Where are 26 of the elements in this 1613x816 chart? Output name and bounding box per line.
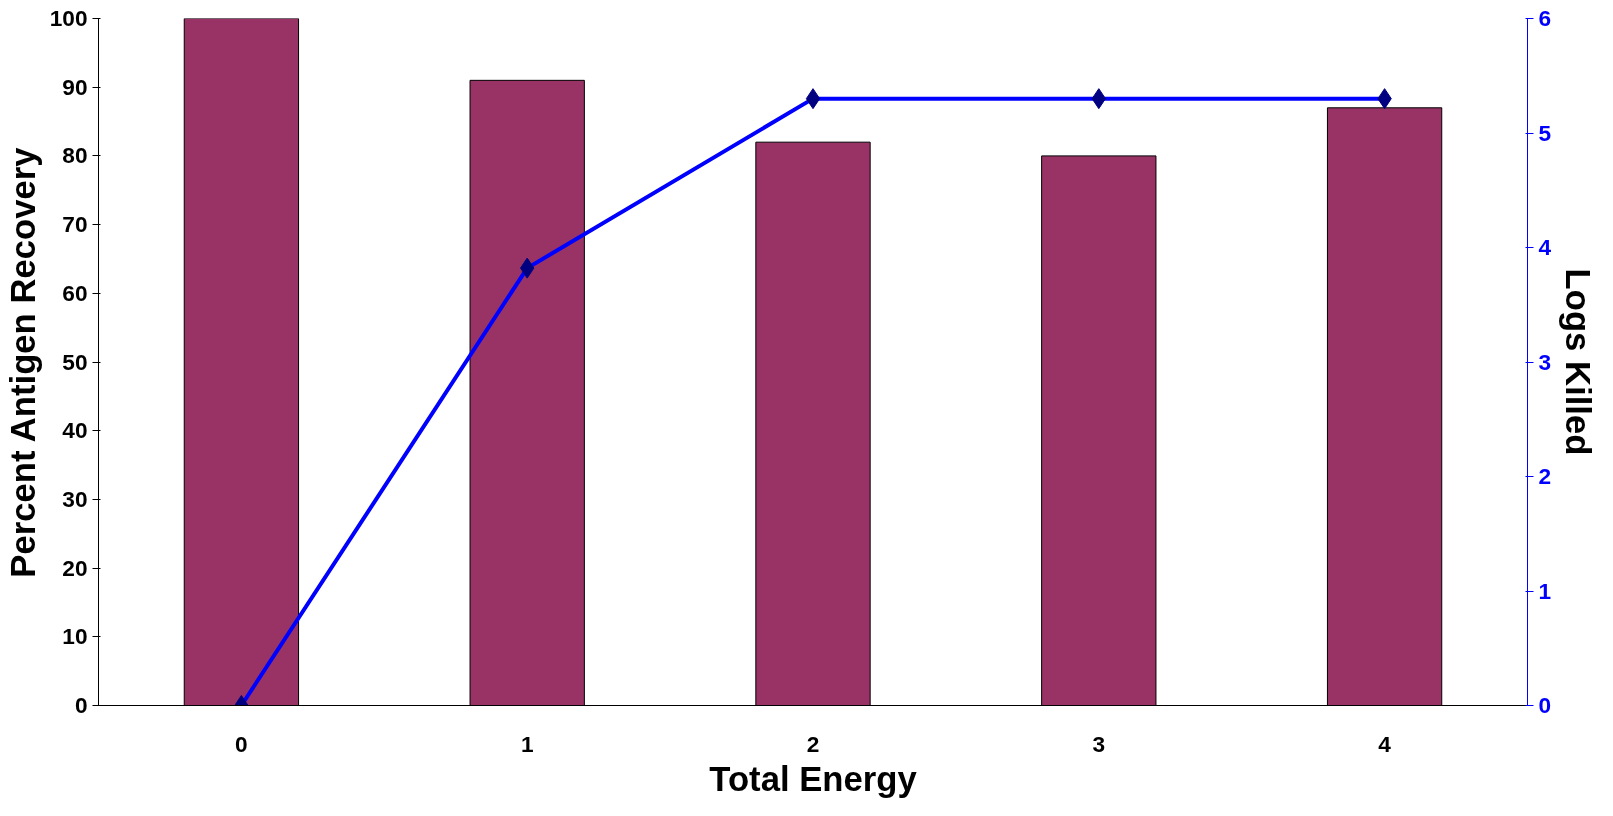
y2-tick-label: 1 xyxy=(1538,577,1552,604)
y2-tick-label: 3 xyxy=(1538,348,1552,375)
y2-tick-label: 5 xyxy=(1538,119,1552,146)
x-tick-label: 1 xyxy=(520,730,534,757)
x-tick-label: 4 xyxy=(1378,730,1392,757)
y-tick-label: 80 xyxy=(62,142,88,169)
y-tick-label: 70 xyxy=(62,211,88,238)
x-tick-label: 0 xyxy=(235,730,248,757)
y-tick-label: 20 xyxy=(62,554,88,581)
y-tick-label: 60 xyxy=(62,279,88,306)
y2-tick-label: 6 xyxy=(1538,5,1552,31)
y-tick-label: 100 xyxy=(49,5,88,31)
y-axis-title: Percent Antigen Recovery xyxy=(3,146,42,578)
y-tick-label: 30 xyxy=(62,485,88,512)
x-tick-label: 2 xyxy=(806,730,820,757)
x-tick-label: 3 xyxy=(1092,730,1106,757)
y-tick-label: 10 xyxy=(62,623,88,650)
y2-tick-label: 2 xyxy=(1538,463,1552,489)
y2-tick-label: 4 xyxy=(1538,234,1552,260)
y-tick-label: 90 xyxy=(62,73,88,100)
y-tick-label: 50 xyxy=(62,348,88,375)
x-axis-title: Total Energy xyxy=(709,759,918,798)
y2-axis-title: Logs Killed xyxy=(1559,268,1598,456)
y-tick-label: 0 xyxy=(74,692,88,718)
y-tick-label: 40 xyxy=(62,417,88,444)
y2-tick-label: 0 xyxy=(1538,692,1552,718)
